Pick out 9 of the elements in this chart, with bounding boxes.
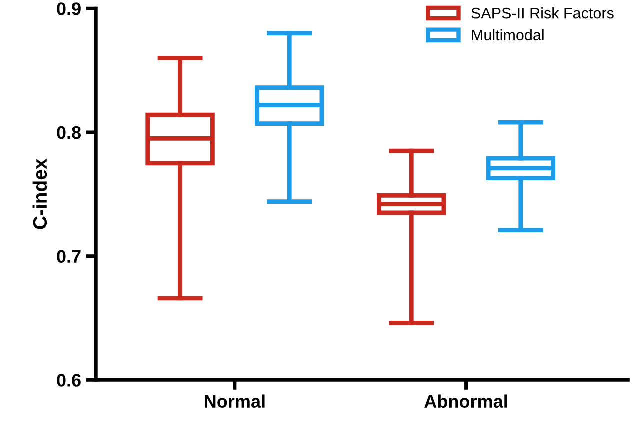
y-tick-label: 0.9 [57,2,81,16]
y-tick-label: 0.7 [57,250,81,264]
legend-label: SAPS-II Risk Factors [472,8,614,19]
x-tick-label: Normal [205,394,265,408]
y-axis-title: C-index [32,158,48,230]
x-tick-label: Abnormal [424,394,508,408]
y-tick-label: 0.6 [57,374,81,387]
y-tick-label: 0.8 [57,126,82,140]
legend-label: Multimodal [472,29,544,41]
